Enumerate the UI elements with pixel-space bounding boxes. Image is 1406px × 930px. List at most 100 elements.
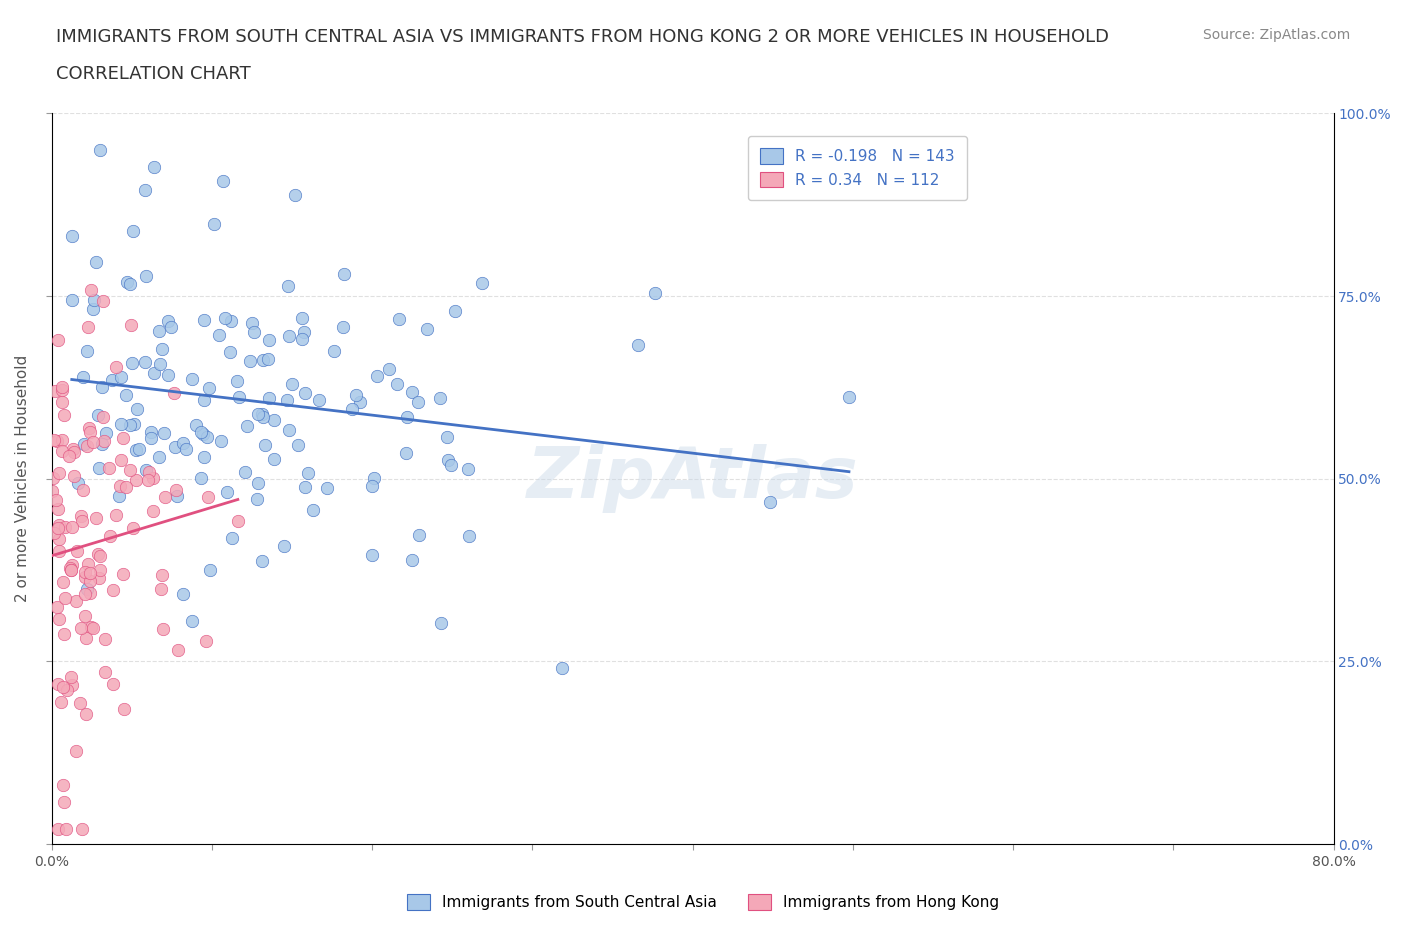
Point <box>49 695 72 710</box>
Point <box>75 587 97 602</box>
Point <box>46 677 69 692</box>
Point <box>163 439 186 454</box>
Point <box>212 173 235 188</box>
Point <box>98 460 121 475</box>
Point <box>627 338 650 352</box>
Point <box>214 311 236 325</box>
Point <box>51 432 73 447</box>
Point <box>252 409 274 424</box>
Point <box>150 341 173 356</box>
Point <box>240 315 263 330</box>
Point <box>75 565 97 579</box>
Point <box>252 352 274 367</box>
Point <box>105 508 128 523</box>
Point <box>60 519 83 534</box>
Point <box>76 581 98 596</box>
Point <box>115 388 138 403</box>
Point <box>70 509 93 524</box>
Point <box>148 324 170 339</box>
Point <box>250 554 273 569</box>
Point <box>122 224 145 239</box>
Point <box>87 408 110 423</box>
Point <box>70 822 93 837</box>
Point <box>332 320 354 335</box>
Point <box>408 395 430 410</box>
Point <box>181 613 204 628</box>
Point <box>157 313 180 328</box>
Point <box>48 521 70 536</box>
Point <box>94 632 117 647</box>
Point <box>395 445 418 460</box>
Point <box>165 483 187 498</box>
Point <box>44 383 66 398</box>
Point <box>89 548 111 563</box>
Point <box>101 373 124 388</box>
Point <box>60 563 83 578</box>
Point <box>79 586 101 601</box>
Point <box>360 478 382 493</box>
Point <box>291 311 314 325</box>
Point <box>58 448 80 463</box>
Point <box>93 434 115 449</box>
Point <box>120 418 142 432</box>
Point <box>46 600 69 615</box>
Point <box>45 433 67 448</box>
Point <box>77 319 100 334</box>
Text: Source: ZipAtlas.com: Source: ZipAtlas.com <box>1202 28 1350 42</box>
Point <box>644 286 666 300</box>
Point <box>52 574 75 589</box>
Point <box>48 517 70 532</box>
Point <box>76 438 98 453</box>
Point <box>163 386 186 401</box>
Point <box>48 612 70 627</box>
Point <box>53 591 76 605</box>
Point <box>228 390 250 405</box>
Point <box>52 627 75 642</box>
Point <box>149 582 172 597</box>
Point <box>75 631 97 645</box>
Point <box>436 430 458 445</box>
Point <box>79 420 101 435</box>
Point <box>291 332 314 347</box>
Point <box>134 182 156 197</box>
Point <box>52 679 75 694</box>
Point <box>63 469 86 484</box>
Point <box>401 552 423 567</box>
Point <box>72 483 94 498</box>
Point <box>838 390 860 405</box>
Point <box>120 462 142 477</box>
Point <box>70 514 93 529</box>
Point <box>76 556 98 571</box>
Point <box>219 313 242 328</box>
Legend: R = -0.198   N = 143, R = 0.34   N = 112: R = -0.198 N = 143, R = 0.34 N = 112 <box>748 136 967 200</box>
Point <box>195 430 218 445</box>
Point <box>297 466 319 481</box>
Point <box>239 353 262 368</box>
Point <box>83 293 105 308</box>
Point <box>69 620 91 635</box>
Point <box>110 369 132 384</box>
Point <box>134 355 156 370</box>
Point <box>69 696 91 711</box>
Point <box>174 442 197 457</box>
Point <box>82 620 104 635</box>
Point <box>148 450 170 465</box>
Point <box>98 528 121 543</box>
Point <box>120 276 142 291</box>
Point <box>363 471 385 485</box>
Point <box>135 463 157 478</box>
Point <box>396 409 419 424</box>
Point <box>471 276 494 291</box>
Point <box>301 502 323 517</box>
Point <box>263 413 285 428</box>
Point <box>458 528 481 543</box>
Point <box>91 410 114 425</box>
Point <box>135 269 157 284</box>
Point <box>89 143 111 158</box>
Point <box>87 571 110 586</box>
Point <box>82 434 104 449</box>
Point <box>63 445 86 459</box>
Point <box>46 501 69 516</box>
Point <box>79 573 101 588</box>
Point <box>52 777 75 792</box>
